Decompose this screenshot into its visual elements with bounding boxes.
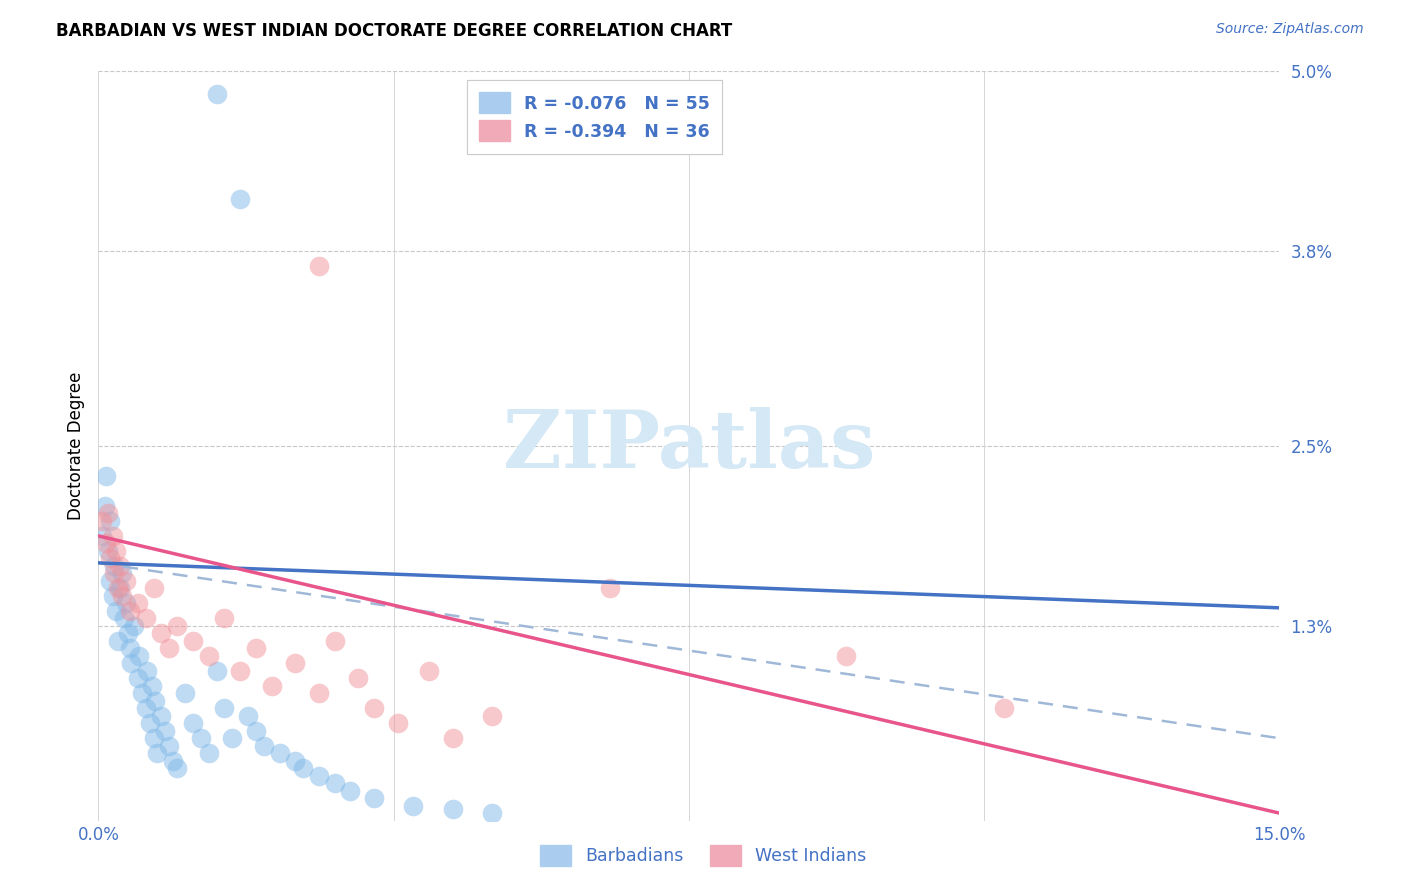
Point [122, 619, 145, 633]
Legend: Barbadians, West Indians: Barbadians, West Indians [531, 836, 875, 874]
Point [181, 716, 204, 731]
Point [205, 664, 228, 678]
Point [104, 604, 127, 618]
Point [118, 604, 141, 618]
Point [107, 633, 129, 648]
Point [91, 529, 114, 543]
Point [402, 798, 425, 813]
Point [110, 558, 132, 573]
Point [308, 259, 330, 273]
Point [104, 544, 127, 558]
Point [205, 87, 228, 101]
Point [111, 566, 134, 581]
Point [96, 469, 118, 483]
Point [339, 783, 361, 797]
Point [143, 694, 166, 708]
Point [245, 723, 267, 738]
Point [127, 671, 149, 685]
Point [103, 566, 125, 581]
Point [214, 701, 236, 715]
Point [347, 671, 370, 685]
Point [162, 754, 184, 768]
Point [253, 739, 276, 753]
Point [112, 611, 135, 625]
Text: Source: ZipAtlas.com: Source: ZipAtlas.com [1216, 22, 1364, 37]
Point [229, 664, 252, 678]
Point [128, 648, 150, 663]
Point [481, 708, 503, 723]
Point [190, 731, 212, 746]
Point [121, 657, 143, 671]
Point [97, 507, 120, 521]
Point [150, 708, 173, 723]
Point [138, 716, 160, 731]
Text: BARBADIAN VS WEST INDIAN DOCTORATE DEGREE CORRELATION CHART: BARBADIAN VS WEST INDIAN DOCTORATE DEGRE… [56, 22, 733, 40]
Point [107, 582, 129, 596]
Point [111, 589, 134, 603]
Point [269, 746, 291, 760]
Point [323, 633, 346, 648]
Point [308, 769, 330, 783]
Point [131, 686, 153, 700]
Point [292, 761, 315, 775]
Point [141, 679, 163, 693]
Point [835, 648, 858, 663]
Point [284, 657, 307, 671]
Point [323, 776, 346, 790]
Point [118, 641, 141, 656]
Point [481, 806, 503, 821]
Point [110, 582, 132, 596]
Y-axis label: Doctorate Degree: Doctorate Degree [66, 372, 84, 520]
Point [181, 633, 204, 648]
Point [101, 529, 124, 543]
Point [166, 619, 188, 633]
Point [363, 701, 385, 715]
Point [229, 192, 252, 206]
Point [157, 739, 180, 753]
Point [174, 686, 197, 700]
Point [150, 626, 173, 640]
Point [98, 574, 121, 588]
Point [135, 701, 157, 715]
Point [142, 582, 165, 596]
Point [117, 626, 139, 640]
Point [115, 596, 138, 610]
Point [418, 664, 440, 678]
Point [157, 641, 180, 656]
Point [135, 611, 157, 625]
Point [260, 679, 283, 693]
Point [441, 731, 464, 746]
Point [197, 648, 219, 663]
Legend: R = -0.076   N = 55, R = -0.394   N = 36: R = -0.076 N = 55, R = -0.394 N = 36 [467, 80, 723, 153]
Point [101, 589, 124, 603]
Point [245, 641, 267, 656]
Point [993, 701, 1015, 715]
Point [214, 611, 236, 625]
Point [98, 551, 121, 566]
Point [93, 499, 115, 513]
Text: ZIPatlas: ZIPatlas [503, 407, 875, 485]
Point [127, 596, 149, 610]
Point [387, 716, 409, 731]
Point [98, 514, 121, 528]
Point [115, 574, 138, 588]
Point [97, 544, 120, 558]
Point [166, 761, 188, 775]
Point [236, 708, 259, 723]
Point [155, 723, 177, 738]
Point [146, 746, 169, 760]
Point [363, 791, 385, 805]
Point [96, 536, 118, 550]
Point [103, 558, 125, 573]
Point [599, 582, 621, 596]
Point [197, 746, 219, 760]
Point [221, 731, 243, 746]
Point [136, 664, 159, 678]
Point [284, 754, 307, 768]
Point [142, 731, 165, 746]
Point [441, 802, 464, 816]
Point [91, 514, 114, 528]
Point [308, 686, 330, 700]
